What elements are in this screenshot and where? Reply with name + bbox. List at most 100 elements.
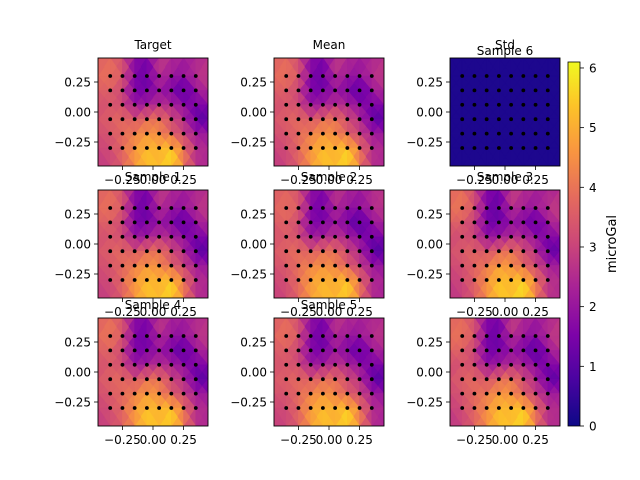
station-point <box>509 278 514 282</box>
station-point <box>132 234 137 239</box>
contour-cell <box>535 75 543 92</box>
station-point <box>157 74 162 78</box>
contour-cell <box>274 207 281 223</box>
contour-cell <box>359 132 367 149</box>
station-point <box>169 348 174 353</box>
contour-cell <box>359 407 367 426</box>
contour-cell <box>134 392 142 409</box>
station-point <box>308 102 313 107</box>
station-point <box>308 206 313 210</box>
station-point <box>193 249 198 254</box>
contour-cell <box>347 407 354 426</box>
contour-cell <box>274 407 281 426</box>
contour-cell <box>298 103 305 121</box>
contour-cell <box>450 279 457 298</box>
contour-cell <box>122 250 129 267</box>
contour-cell <box>498 235 506 253</box>
station-point <box>320 88 325 93</box>
contour-cell <box>298 75 305 92</box>
station-point <box>193 206 198 210</box>
contour-cell <box>359 75 367 92</box>
station-point <box>181 102 186 107</box>
panel-title: Mean <box>313 38 346 52</box>
station-point <box>509 131 514 136</box>
contour-cell <box>450 75 457 91</box>
station-point <box>193 117 198 122</box>
contour-cell <box>486 132 494 149</box>
contour-cell <box>486 118 494 135</box>
contour-cell <box>146 147 154 166</box>
contour-cell <box>359 363 367 381</box>
station-point <box>545 234 550 239</box>
y-tick-label: 0.00 <box>64 106 91 120</box>
contour-cell <box>461 335 469 352</box>
contour-cell <box>171 250 178 267</box>
station-point <box>296 334 301 338</box>
contour-cell <box>134 58 142 77</box>
station-point <box>545 377 550 382</box>
station-point <box>308 278 313 282</box>
contour-cell <box>146 118 154 135</box>
contour-cell <box>146 250 154 267</box>
contour-cell <box>474 235 481 253</box>
contour-cell <box>498 407 506 426</box>
contour-cell <box>486 279 494 298</box>
station-point <box>144 220 149 225</box>
contour-cell <box>98 364 105 380</box>
station-point <box>181 146 186 150</box>
station-point <box>169 391 174 396</box>
contour-cell <box>474 264 481 281</box>
contour-cell <box>474 363 481 381</box>
contour-cell <box>158 363 166 381</box>
contour-cell <box>535 407 543 426</box>
contour-cell <box>486 378 494 395</box>
station-point <box>533 206 538 210</box>
station-point <box>193 362 198 367</box>
station-point <box>169 278 174 282</box>
station-point <box>308 117 313 122</box>
panels-layer: 0.250.00−0.25−0.250.00 0.25Target0.250.00… <box>54 38 561 447</box>
station-point <box>472 334 477 338</box>
station-point <box>460 146 465 150</box>
contour-cell <box>347 132 354 149</box>
station-point <box>345 131 350 136</box>
station-point <box>509 362 514 367</box>
station-point <box>169 377 174 382</box>
y-tick-label: 0.00 <box>240 106 267 120</box>
station-point <box>120 263 125 268</box>
station-point <box>120 234 125 239</box>
station-point <box>284 406 289 410</box>
contour-cell <box>450 89 457 106</box>
station-point <box>460 362 465 367</box>
x-tick-label: −0.25 <box>104 305 141 319</box>
station-point <box>144 263 149 268</box>
contour-cell <box>498 207 506 224</box>
contour-cell <box>134 318 142 337</box>
station-point <box>120 377 125 382</box>
contour-cell <box>122 221 129 238</box>
contour-cell <box>450 407 457 426</box>
station-point <box>345 334 350 338</box>
station-point <box>345 362 350 367</box>
station-point <box>169 220 174 225</box>
contour-cell <box>547 190 555 209</box>
station-point <box>509 220 514 225</box>
contour-cell <box>109 132 117 149</box>
contour-cell <box>122 103 129 121</box>
station-point <box>533 362 538 367</box>
contour-cell <box>547 147 555 166</box>
station-point <box>496 146 501 150</box>
contour-cell <box>183 349 191 366</box>
station-point <box>545 278 550 282</box>
contour-cell <box>183 132 191 149</box>
station-point <box>120 102 125 107</box>
contour-cell <box>334 190 342 209</box>
contour-cell <box>547 221 555 238</box>
x-tick-label: 0.00 <box>140 433 167 447</box>
contour-cell <box>274 318 281 337</box>
contour-cell <box>109 235 117 253</box>
station-point <box>181 74 186 78</box>
contour-cell <box>498 349 506 366</box>
station-point <box>181 88 186 93</box>
